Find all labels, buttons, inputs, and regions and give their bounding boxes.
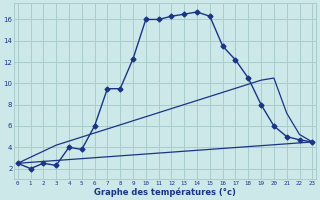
X-axis label: Graphe des températures (°c): Graphe des températures (°c) [94,187,236,197]
